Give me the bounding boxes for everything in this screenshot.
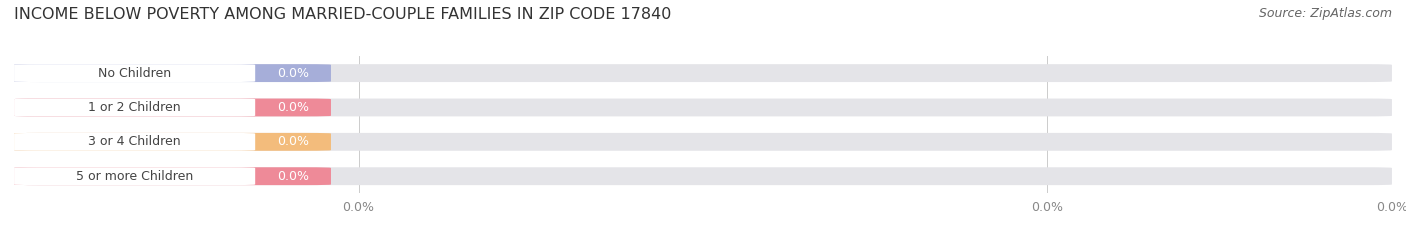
Text: 0.0%: 0.0% <box>277 135 309 148</box>
FancyBboxPatch shape <box>14 133 1392 151</box>
Text: 0.0%: 0.0% <box>277 170 309 183</box>
FancyBboxPatch shape <box>14 99 256 116</box>
Text: Source: ZipAtlas.com: Source: ZipAtlas.com <box>1258 7 1392 20</box>
FancyBboxPatch shape <box>14 64 256 82</box>
FancyBboxPatch shape <box>14 167 330 185</box>
Text: 0.0%: 0.0% <box>277 101 309 114</box>
Text: 0.0%: 0.0% <box>277 67 309 80</box>
Text: 1 or 2 Children: 1 or 2 Children <box>89 101 181 114</box>
FancyBboxPatch shape <box>14 167 1392 185</box>
Text: INCOME BELOW POVERTY AMONG MARRIED-COUPLE FAMILIES IN ZIP CODE 17840: INCOME BELOW POVERTY AMONG MARRIED-COUPL… <box>14 7 672 22</box>
FancyBboxPatch shape <box>14 133 256 151</box>
FancyBboxPatch shape <box>14 167 256 185</box>
Text: 3 or 4 Children: 3 or 4 Children <box>89 135 181 148</box>
FancyBboxPatch shape <box>14 64 1392 82</box>
Text: No Children: No Children <box>98 67 172 80</box>
FancyBboxPatch shape <box>14 99 1392 116</box>
FancyBboxPatch shape <box>14 133 330 151</box>
FancyBboxPatch shape <box>14 99 330 116</box>
Text: 5 or more Children: 5 or more Children <box>76 170 193 183</box>
FancyBboxPatch shape <box>14 64 330 82</box>
